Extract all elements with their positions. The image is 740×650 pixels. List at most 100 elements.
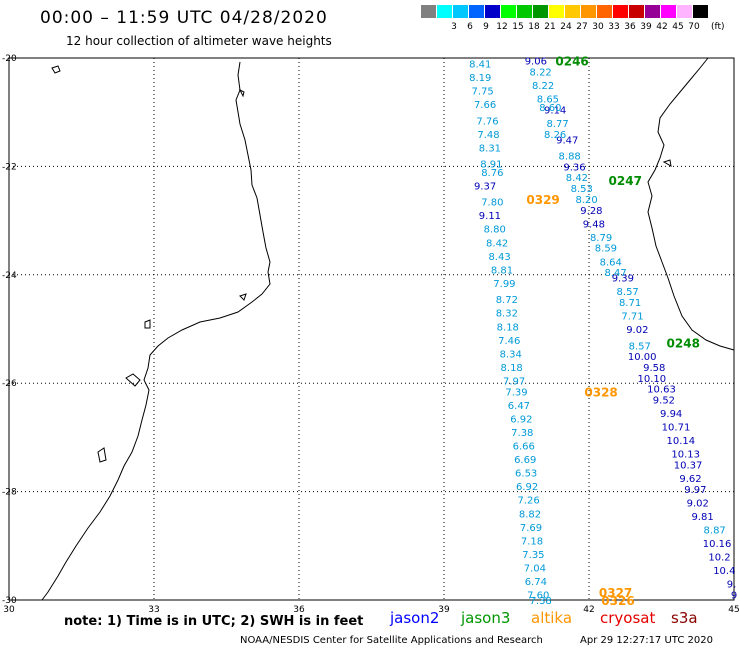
wave-height-label: 7.80 (481, 198, 503, 209)
scale-swatch (645, 5, 660, 18)
wave-height-label: 9.36 (563, 162, 585, 173)
wave-height-label: 10.71 (662, 423, 691, 434)
scale-swatch (629, 5, 644, 18)
scale-label: 9 (483, 22, 489, 32)
wave-height-label: 7.39 (505, 387, 527, 398)
wave-height-label: 10.00 (628, 352, 657, 363)
wave-height-label: 9.58 (643, 363, 665, 374)
scale-label: 30 (592, 22, 604, 32)
altimeter-tracks: 8.41 8.19 7.75 7.66 7.76 7.48 8.31 8.918.76 7.80… (469, 57, 737, 607)
wave-height-label: 9. (727, 580, 737, 591)
wave-height-label: 9.48 (583, 219, 605, 230)
scale-label: 39 (640, 22, 652, 32)
wave-height-label: 7.99 (493, 279, 515, 290)
wave-height-label: 8.57 (617, 287, 639, 298)
scale-label: 70 (688, 22, 700, 32)
scale-label: 27 (576, 22, 588, 32)
y-tick-label: -26 (2, 379, 17, 389)
pass-time-label: 0248 (667, 337, 700, 351)
wave-height-label: 9.94 (660, 409, 682, 420)
wave-height-label: 8.65 (537, 95, 559, 106)
scale-swatch (501, 5, 516, 18)
x-tick-label: 42 (583, 605, 594, 615)
axis-tick-labels: 30 33 36 39 42 45 -20 -22 -24 -26 -28 -30 (2, 54, 740, 615)
wave-height-label: 7.18 (521, 536, 543, 547)
wave-height-label: 10.2 (708, 553, 730, 564)
wave-height-label: 8.64 (600, 257, 622, 268)
scale-unit: (ft) (711, 22, 725, 32)
scale-swatch (581, 5, 596, 18)
wave-height-label: 10.10 (638, 374, 667, 385)
wave-height-label: 8.34 (500, 349, 522, 360)
wave-height-label: 10.37 (674, 461, 703, 472)
wave-height-label: 9.37 (474, 181, 496, 192)
wave-height-label: 7.76 (476, 116, 498, 127)
wave-height-label: 8.19 (469, 73, 491, 84)
wave-height-label: 8.60 (539, 103, 561, 114)
scale-swatch (517, 5, 532, 18)
wave-height-label: 6.74 (525, 577, 547, 588)
y-tick-label: -30 (2, 596, 17, 606)
madagascar-coastline (647, 57, 735, 351)
wave-height-label: 7.66 (474, 100, 496, 111)
wave-height-label: 8.80 (484, 225, 506, 236)
scale-swatch (533, 5, 548, 18)
wave-height-label: 8.76 (481, 168, 503, 179)
satellite-legend-item: cryosat (600, 609, 656, 627)
wave-height-label: 8.87 (704, 526, 726, 537)
y-tick-label: -28 (2, 488, 17, 498)
pass-time-label: 0247 (609, 174, 642, 188)
wave-height-label: 8.71 (619, 298, 641, 309)
scale-label: 12 (496, 22, 508, 32)
scale-swatch (693, 5, 708, 18)
color-scale-legend: 3 6 9 12 15 18 21 24 27 30 33 36 39 42 45 70 (ft) (421, 5, 740, 35)
x-tick-label: 36 (293, 605, 305, 615)
satellite-legend-item: jason3 (461, 609, 511, 627)
wave-height-label: 8.18 (497, 322, 519, 333)
scale-swatch (549, 5, 564, 18)
wave-height-label: 7.48 (477, 130, 499, 141)
wave-height-label: 7.97 (503, 376, 525, 387)
wave-height-label: 8.42 (486, 238, 508, 249)
scale-swatch (661, 5, 676, 18)
wave-height-label: 8.47 (604, 268, 626, 279)
scale-swatch (565, 5, 580, 18)
coast-island (662, 159, 672, 167)
pass-time-label: 0246 (555, 55, 588, 69)
credit-line: NOAA/NESDIS Center for Satellite Applica… (240, 635, 543, 646)
scale-swatch (597, 5, 612, 18)
wave-height-label: 6.47 (508, 401, 530, 412)
scale-label: 18 (528, 22, 540, 32)
scale-label: 15 (512, 22, 524, 32)
pass-time-label: 0327 (599, 586, 632, 600)
units-note: note: 1) Time is in UTC; 2) SWH is in fe… (64, 614, 364, 629)
x-tick-label: 45 (728, 605, 739, 615)
scale-label: 6 (467, 22, 473, 32)
wave-height-label: 8.43 (488, 252, 510, 263)
wave-height-label: 10.4 (713, 566, 735, 577)
scale-swatch (437, 5, 452, 18)
x-tick-label: 39 (438, 605, 450, 615)
pass-time-label: 0329 (526, 193, 559, 207)
coast-island (97, 447, 107, 463)
wave-height-label: 7.60 (527, 591, 549, 602)
wave-height-label: 8.26 (544, 130, 566, 141)
wave-height-label: 6.69 (514, 455, 536, 466)
scale-label: 21 (544, 22, 556, 32)
wave-height-label: 9.06 (525, 57, 547, 68)
wave-height-label: 8.32 (496, 309, 518, 320)
wave-height-label: 7.46 (498, 336, 520, 347)
coast-island (144, 319, 151, 329)
wave-height-label: 8.91 (480, 160, 502, 171)
wave-height-label: 9.81 (691, 512, 713, 523)
wave-height-label: 8.72 (496, 295, 518, 306)
pass-time-label: 0328 (584, 385, 617, 399)
wave-height-label: 8.88 (559, 152, 581, 163)
wave-height-label: 9.28 (580, 206, 602, 217)
wave-height-label: 8.79 (590, 233, 612, 244)
scale-label: 3 (451, 22, 457, 32)
satellite-legend-item: jason2 (390, 609, 440, 627)
wave-height-label: 7.75 (472, 87, 494, 98)
